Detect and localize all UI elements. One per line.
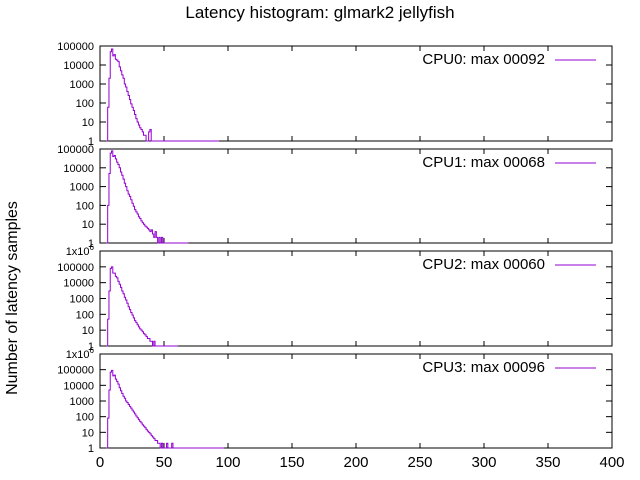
panel-cpu0: 1 10 100 1000 10000 100000 CPU0: max 00092 [57,41,613,148]
y-tick-label: 10 [82,219,94,231]
histogram-series-cpu1 [106,150,189,244]
y-tick-label: 1000 [70,396,94,408]
x-tick-label: 0 [96,454,104,471]
y-tick-label: 10 [82,427,94,439]
y-tick-label: 1 [88,443,94,455]
histogram-series-cpu2 [106,266,179,347]
x-tick-label: 200 [343,454,368,471]
panel-cpu2: 1 10 100 1000 10000 100000 1x106 CPU2: max 0006… [57,243,613,353]
y-tick-label: 1 [88,136,94,148]
y-tick-label: 100000 [57,144,94,156]
chart-title: Latency histogram: glmark2 jellyfish [185,3,454,22]
y-tick-label: 1 [88,238,94,250]
legend-label: CPU3: max 00096 [422,359,545,376]
histogram-series-cpu0 [106,48,220,142]
y-tick-label: 100000 [57,365,94,377]
y-tick-label: 100 [76,200,94,212]
y-tick-label: 100 [76,309,94,321]
legend-label: CPU0: max 00092 [422,51,545,68]
y-tick-label: 10000 [63,60,94,72]
y-tick-label: 10000 [63,163,94,175]
x-tick-label: 350 [535,454,560,471]
y-tick-label: 1000 [70,182,94,194]
x-tick-label: 250 [407,454,432,471]
x-tick-label: 400 [599,454,624,471]
y-tick-label: 10000 [63,278,94,290]
y-tick-label: 1x106 [66,243,95,258]
x-tick-label: 150 [279,454,304,471]
x-tick-label: 100 [215,454,240,471]
y-tick-label: 1000 [70,294,94,306]
x-tick-label: 300 [471,454,496,471]
x-tick-label: 50 [156,454,173,471]
y-axis-label: Number of latency samples [4,201,21,395]
y-tick-label: 100 [76,98,94,110]
histogram-series-cpu3 [106,369,225,449]
panel-cpu3: 1 10 100 1000 10000 100000 1x106 CPU3: max 0009… [57,346,613,455]
y-tick-label: 10000 [63,380,94,392]
legend-label: CPU1: max 00068 [422,154,545,171]
legend-label: CPU2: max 00060 [422,256,545,273]
y-tick-label: 1000 [70,79,94,91]
y-tick-label: 1 [88,341,94,353]
y-tick-label: 100 [76,412,94,424]
y-tick-label: 10 [82,117,94,129]
y-tick-label: 1x106 [66,346,95,361]
y-tick-label: 100000 [57,41,94,53]
y-tick-label: 100000 [57,262,94,274]
y-tick-label: 10 [82,325,94,337]
panel-cpu1: 1 10 100 1000 10000 100000 CPU1: max 00068 [57,144,613,250]
